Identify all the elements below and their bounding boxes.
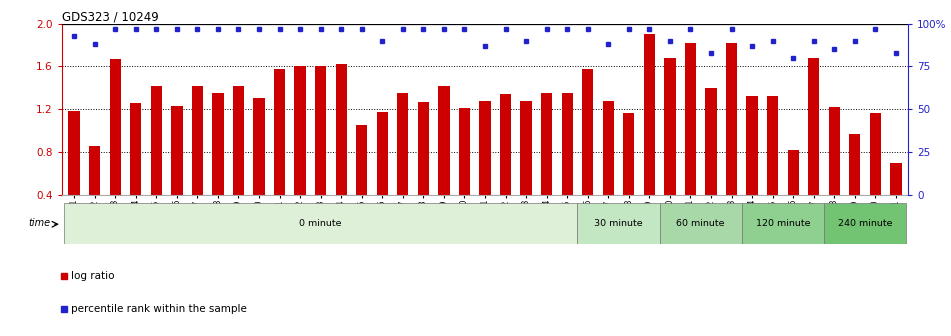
Bar	[274, 69, 285, 195]
Text: 60 minute: 60 minute	[676, 219, 725, 228]
Bar	[253, 98, 264, 195]
Bar	[582, 69, 593, 195]
Bar	[706, 88, 717, 195]
Bar	[212, 93, 223, 195]
Bar	[808, 58, 820, 195]
Bar	[315, 67, 326, 195]
Bar	[438, 86, 450, 195]
Bar	[890, 163, 902, 195]
Text: percentile rank within the sample: percentile rank within the sample	[71, 304, 247, 313]
Bar	[479, 101, 491, 195]
Bar	[64, 203, 577, 244]
Bar	[767, 96, 778, 195]
Bar	[130, 103, 142, 195]
Bar	[828, 107, 840, 195]
Bar	[685, 43, 696, 195]
Bar	[747, 96, 758, 195]
Text: 240 minute: 240 minute	[838, 219, 892, 228]
Bar	[561, 93, 573, 195]
Bar	[192, 86, 204, 195]
Bar	[824, 203, 906, 244]
Bar	[577, 203, 660, 244]
Bar	[89, 145, 101, 195]
Bar	[849, 134, 861, 195]
Bar	[623, 114, 634, 195]
Text: GDS323 / 10249: GDS323 / 10249	[62, 10, 159, 24]
Bar	[500, 94, 512, 195]
Text: log ratio: log ratio	[71, 271, 115, 281]
Bar	[398, 93, 409, 195]
Bar	[458, 108, 470, 195]
Bar	[417, 102, 429, 195]
Text: 120 minute: 120 minute	[756, 219, 810, 228]
Text: time: time	[29, 218, 50, 227]
Bar	[171, 106, 183, 195]
Bar	[520, 101, 532, 195]
Bar	[377, 113, 388, 195]
Bar	[644, 34, 655, 195]
Text: 0 minute: 0 minute	[300, 219, 342, 228]
Bar	[869, 114, 881, 195]
Bar	[603, 101, 614, 195]
Bar	[68, 111, 80, 195]
Text: 30 minute: 30 minute	[594, 219, 643, 228]
Bar	[787, 150, 799, 195]
Bar	[295, 67, 306, 195]
Bar	[150, 86, 162, 195]
Bar	[109, 59, 121, 195]
Bar	[742, 203, 824, 244]
Bar	[664, 58, 675, 195]
Bar	[233, 86, 244, 195]
Bar	[356, 125, 367, 195]
Bar	[336, 64, 347, 195]
Bar	[726, 43, 737, 195]
Bar	[541, 93, 553, 195]
Bar	[660, 203, 742, 244]
